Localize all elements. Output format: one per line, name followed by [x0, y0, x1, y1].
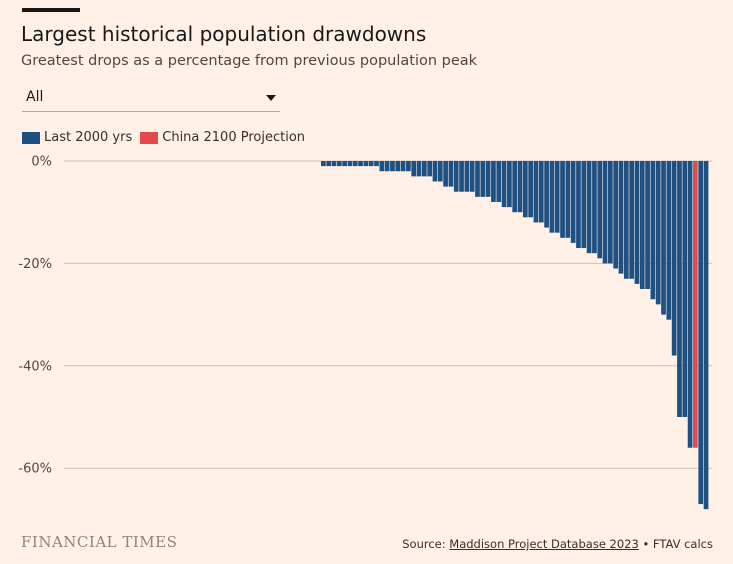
bar-last-2000-yrs[interactable]: [437, 161, 443, 182]
bar-china-2100-projection[interactable]: [693, 161, 698, 448]
bar-last-2000-yrs[interactable]: [522, 161, 528, 218]
bar-last-2000-yrs[interactable]: [363, 161, 369, 167]
chart-legend: Last 2000 yrs China 2100 Projection: [22, 130, 313, 145]
bar-last-2000-yrs[interactable]: [448, 161, 454, 187]
bar-last-2000-yrs[interactable]: [639, 161, 645, 289]
bar-last-2000-yrs[interactable]: [698, 161, 704, 505]
chevron-down-icon[interactable]: [266, 95, 276, 101]
bar-last-2000-yrs[interactable]: [374, 161, 379, 167]
legend-item-china-2100: China 2100 Projection: [140, 130, 305, 145]
bar-last-2000-yrs[interactable]: [560, 161, 565, 238]
bar-last-2000-yrs[interactable]: [368, 161, 374, 167]
bar-last-2000-yrs[interactable]: [666, 161, 672, 320]
bar-last-2000-yrs[interactable]: [581, 161, 587, 249]
bar-last-2000-yrs[interactable]: [432, 161, 438, 182]
bar-last-2000-yrs[interactable]: [703, 161, 709, 510]
bar-last-2000-yrs[interactable]: [485, 161, 491, 197]
bar-last-2000-yrs[interactable]: [602, 161, 608, 264]
bar-last-2000-yrs[interactable]: [352, 161, 358, 167]
bar-last-2000-yrs[interactable]: [480, 161, 486, 197]
bar-last-2000-yrs[interactable]: [411, 161, 417, 177]
source-link[interactable]: Maddison Project Database 2023: [449, 537, 639, 551]
bar-last-2000-yrs[interactable]: [395, 161, 401, 172]
bar-last-2000-yrs[interactable]: [400, 161, 406, 172]
bar-last-2000-yrs[interactable]: [533, 161, 539, 223]
bar-last-2000-yrs[interactable]: [475, 161, 480, 197]
source-prefix: Source:: [402, 537, 446, 551]
y-tick-label: -60%: [18, 462, 52, 477]
bar-last-2000-yrs[interactable]: [331, 161, 337, 167]
filter-dropdown[interactable]: All: [22, 84, 280, 112]
bar-last-2000-yrs[interactable]: [507, 161, 512, 208]
bar-last-2000-yrs[interactable]: [544, 161, 549, 228]
bar-last-2000-yrs[interactable]: [629, 161, 634, 279]
ft-logo: FINANCIAL TIMES: [21, 533, 178, 551]
bar-last-2000-yrs[interactable]: [565, 161, 571, 238]
legend-label: China 2100 Projection: [162, 130, 306, 145]
bar-last-2000-yrs[interactable]: [379, 161, 385, 172]
source-suffix: • FTAV calcs: [642, 537, 713, 551]
bar-last-2000-yrs[interactable]: [650, 161, 656, 300]
bar-last-2000-yrs[interactable]: [453, 161, 459, 192]
brand-accent-bar: [22, 8, 80, 12]
bar-last-2000-yrs[interactable]: [406, 161, 411, 172]
source-note: Source: Maddison Project Database 2023 •…: [402, 537, 713, 551]
bar-last-2000-yrs[interactable]: [538, 161, 544, 223]
bar-last-2000-yrs[interactable]: [336, 161, 342, 167]
bar-last-2000-yrs[interactable]: [570, 161, 576, 243]
bar-last-2000-yrs[interactable]: [682, 161, 688, 417]
bar-last-2000-yrs[interactable]: [416, 161, 422, 177]
chart-subtitle: Greatest drops as a percentage from prev…: [21, 53, 478, 69]
bar-last-2000-yrs[interactable]: [427, 161, 433, 177]
bar-last-2000-yrs[interactable]: [512, 161, 518, 213]
legend-item-last-2000-yrs: Last 2000 yrs: [22, 130, 132, 145]
bar-last-2000-yrs[interactable]: [623, 161, 629, 279]
bar-last-2000-yrs[interactable]: [342, 161, 347, 167]
chart-title: Largest historical population drawdowns: [21, 22, 427, 46]
bar-last-2000-yrs[interactable]: [443, 161, 448, 187]
bar-last-2000-yrs[interactable]: [390, 161, 395, 172]
legend-swatch: [22, 131, 40, 144]
bar-chart: 0% -20% -40% -60%: [18, 155, 712, 510]
bar-last-2000-yrs[interactable]: [517, 161, 523, 213]
bar-last-2000-yrs[interactable]: [634, 161, 640, 284]
bar-last-2000-yrs[interactable]: [464, 161, 470, 192]
bar-last-2000-yrs[interactable]: [321, 161, 326, 167]
bar-last-2000-yrs[interactable]: [586, 161, 592, 254]
y-tick-label: -20%: [18, 257, 52, 272]
bar-last-2000-yrs[interactable]: [549, 161, 555, 233]
bar-last-2000-yrs[interactable]: [618, 161, 624, 274]
bar-last-2000-yrs[interactable]: [576, 161, 581, 249]
bar-last-2000-yrs[interactable]: [528, 161, 534, 218]
bar-last-2000-yrs[interactable]: [459, 161, 464, 192]
bar-last-2000-yrs[interactable]: [496, 161, 502, 202]
bar-last-2000-yrs[interactable]: [655, 161, 661, 305]
y-tick-label: 0%: [31, 155, 52, 170]
bar-last-2000-yrs[interactable]: [645, 161, 650, 289]
bar-last-2000-yrs[interactable]: [671, 161, 677, 356]
bar-last-2000-yrs[interactable]: [491, 161, 496, 202]
y-tick-label: -40%: [18, 359, 52, 374]
bar-last-2000-yrs[interactable]: [677, 161, 682, 417]
bar-last-2000-yrs[interactable]: [597, 161, 603, 259]
bar-last-2000-yrs[interactable]: [661, 161, 666, 315]
bar-last-2000-yrs[interactable]: [608, 161, 613, 264]
bar-last-2000-yrs[interactable]: [347, 161, 353, 167]
bar-last-2000-yrs[interactable]: [384, 161, 390, 172]
bar-last-2000-yrs[interactable]: [501, 161, 507, 208]
bar-last-2000-yrs[interactable]: [613, 161, 619, 269]
bar-last-2000-yrs[interactable]: [469, 161, 475, 192]
legend-label: Last 2000 yrs: [44, 130, 133, 145]
bar-last-2000-yrs[interactable]: [326, 161, 332, 167]
filter-selected-value: All: [26, 89, 44, 105]
bar-last-2000-yrs[interactable]: [358, 161, 363, 167]
bar-last-2000-yrs[interactable]: [421, 161, 427, 177]
bar-last-2000-yrs[interactable]: [687, 161, 693, 448]
bar-last-2000-yrs[interactable]: [592, 161, 597, 254]
bar-last-2000-yrs[interactable]: [554, 161, 560, 233]
legend-swatch: [140, 131, 159, 144]
